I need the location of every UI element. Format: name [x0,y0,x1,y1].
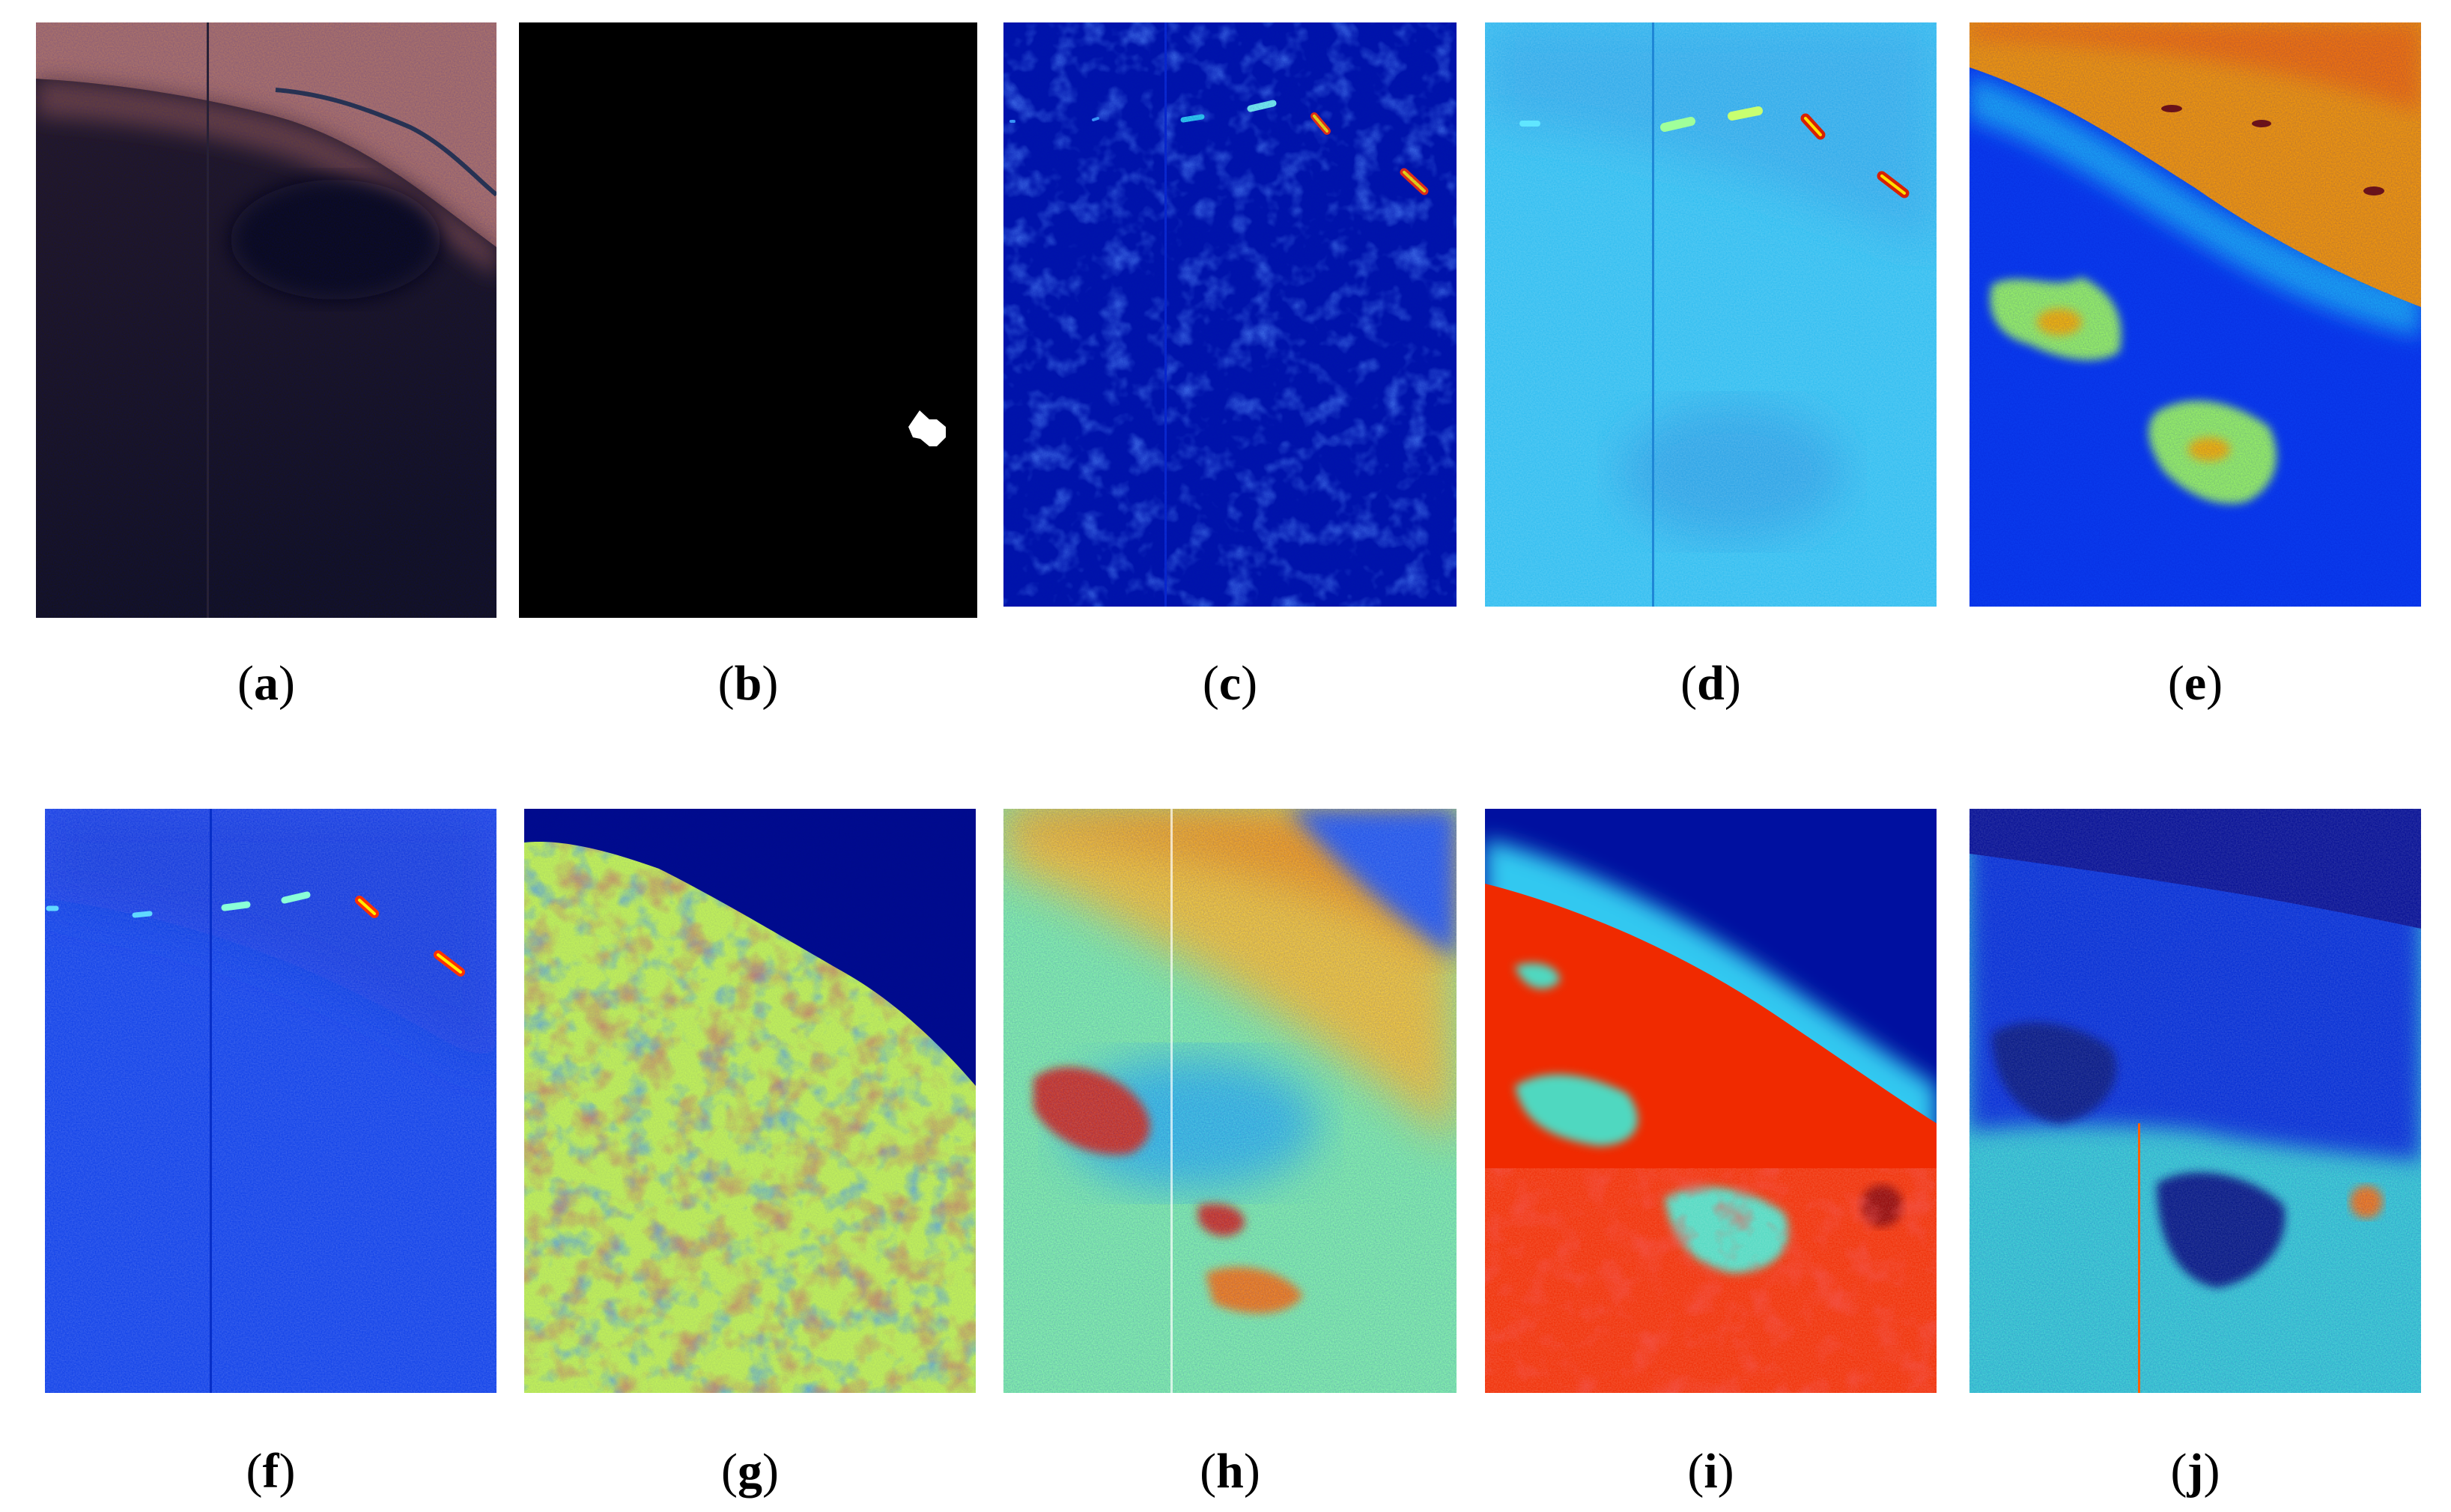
panel-label: f [262,1444,279,1499]
panel-label: a [254,656,279,711]
panel-d: (d) [1485,22,1937,711]
heatmap [1969,809,2421,1393]
panel-h: (h) [1003,809,1457,1499]
panel-label: d [1697,656,1725,711]
panel-label: b [734,656,762,711]
heatmap [1003,809,1457,1393]
panel-i: (i) [1485,809,1937,1499]
heatmap [1969,22,2421,607]
panel-b: (b) [519,22,977,711]
heatmap [45,809,496,1393]
panel-e: (e) [1969,22,2421,711]
panel-label: j [2187,1444,2204,1499]
panel-f: (f) [45,809,496,1499]
heatmap [1485,809,1937,1393]
panel-label: c [1218,656,1242,711]
panel-label: g [738,1444,762,1499]
rgb-image [36,22,496,618]
panel-label: i [1704,1444,1718,1499]
heatmap [524,809,976,1393]
panel-a: (a) [36,22,496,711]
panel-g: (g) [524,809,976,1499]
heatmap [1003,22,1457,607]
panel-label: h [1216,1444,1244,1499]
panel-c: (c) [1003,22,1457,711]
panel-j: (j) [1969,809,2421,1499]
binary-mask [519,22,977,618]
heatmap [1485,22,1937,607]
panel-label: e [2184,656,2207,711]
